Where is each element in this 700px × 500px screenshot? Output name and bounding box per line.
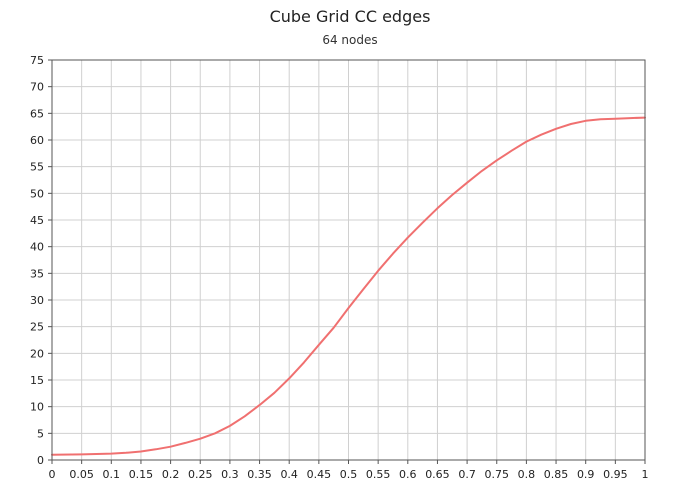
y-tick-label: 40 bbox=[30, 241, 44, 254]
x-axis: 0 0.05 0.1 0.15 0.2 0.25 0.3 0.35 0.4 0.45 0.5 0.55… bbox=[49, 460, 649, 481]
y-axis: 0 5 10 15 20 25 30 35 40 45 50 55 60 65 70 75 bbox=[30, 54, 52, 467]
x-tick-label: 0.4 bbox=[280, 468, 298, 481]
x-tick-label: 0.45 bbox=[307, 468, 332, 481]
y-tick-label: 50 bbox=[30, 187, 44, 200]
x-tick-label: 0.2 bbox=[162, 468, 180, 481]
series-group bbox=[51, 116, 646, 456]
y-tick-label: 0 bbox=[37, 454, 44, 467]
x-tick-label: 0.25 bbox=[188, 468, 213, 481]
x-tick-label: 0.05 bbox=[69, 468, 94, 481]
y-tick-label: 55 bbox=[30, 161, 44, 174]
x-tick-label: 0.7 bbox=[458, 468, 476, 481]
x-tick-label: 0.5 bbox=[340, 468, 358, 481]
y-tick-label: 35 bbox=[30, 267, 44, 280]
y-tick-label: 65 bbox=[30, 107, 44, 120]
y-tick-label: 15 bbox=[30, 374, 44, 387]
x-tick-label: 1 bbox=[642, 468, 649, 481]
grid bbox=[51, 59, 646, 461]
y-tick-label: 10 bbox=[30, 401, 44, 414]
series-line bbox=[51, 116, 646, 456]
y-tick-label: 45 bbox=[30, 214, 44, 227]
x-tick-label: 0.35 bbox=[247, 468, 272, 481]
x-tick-label: 0 bbox=[49, 468, 56, 481]
x-tick-label: 0.8 bbox=[518, 468, 536, 481]
x-tick-label: 0.6 bbox=[399, 468, 417, 481]
y-tick-label: 25 bbox=[30, 321, 44, 334]
y-tick-label: 60 bbox=[30, 134, 44, 147]
chart-subtitle: 64 nodes bbox=[322, 33, 378, 47]
x-tick-label: 0.85 bbox=[544, 468, 569, 481]
x-tick-label: 0.95 bbox=[603, 468, 628, 481]
x-tick-label: 0.55 bbox=[366, 468, 391, 481]
y-tick-label: 30 bbox=[30, 294, 44, 307]
y-tick-label: 75 bbox=[30, 54, 44, 67]
chart-title: Cube Grid CC edges bbox=[269, 7, 431, 26]
y-tick-label: 5 bbox=[37, 427, 44, 440]
x-tick-label: 0.3 bbox=[221, 468, 239, 481]
x-tick-label: 0.9 bbox=[577, 468, 595, 481]
x-tick-label: 0.1 bbox=[103, 468, 121, 481]
y-tick-label: 20 bbox=[30, 347, 44, 360]
x-tick-label: 0.15 bbox=[129, 468, 154, 481]
y-tick-label: 70 bbox=[30, 81, 44, 94]
x-tick-label: 0.65 bbox=[425, 468, 450, 481]
x-tick-label: 0.75 bbox=[485, 468, 510, 481]
